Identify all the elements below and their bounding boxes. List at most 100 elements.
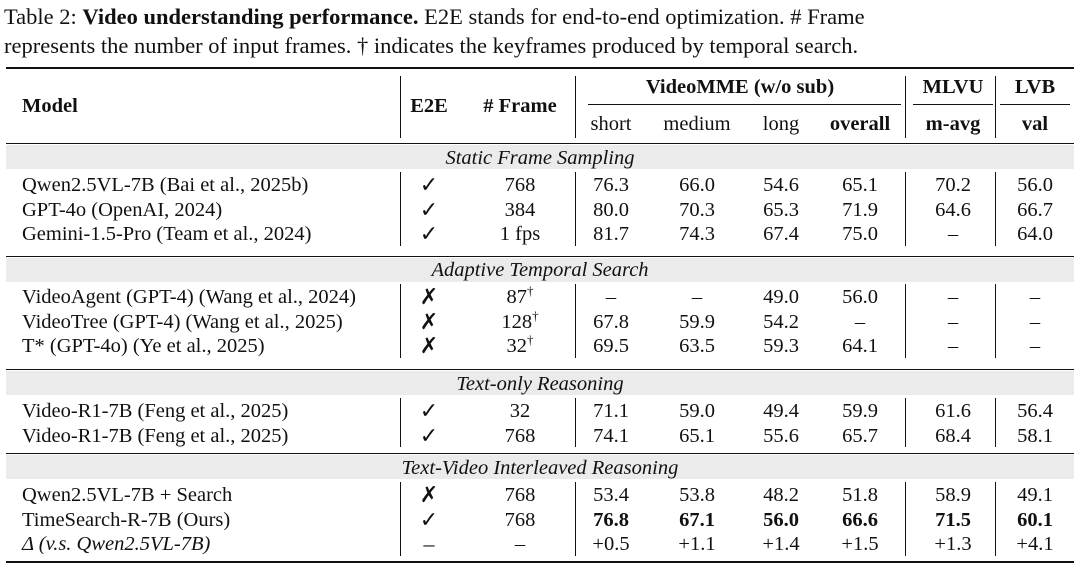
frame-count: 384 xyxy=(505,198,536,222)
score-val: – xyxy=(1029,310,1041,333)
frame-value: 768 xyxy=(504,484,536,506)
frame-count: 32† xyxy=(507,332,534,358)
vsep-videomme xyxy=(905,398,906,448)
frame-value: 384 xyxy=(504,198,536,221)
dagger-mark: † xyxy=(532,307,539,323)
header-model: Model xyxy=(22,95,78,117)
model-name: Video-R1-7B (Feng et al., 2025) xyxy=(22,424,289,447)
header-mlvu: MLVU xyxy=(922,76,984,98)
model-name: TimeSearch-R-7B (Ours) xyxy=(22,508,231,531)
vsep-videomme xyxy=(905,172,906,246)
bottom-rule xyxy=(6,561,1074,563)
score-overall: 51.8 xyxy=(842,484,878,506)
score-long: 59.3 xyxy=(763,335,799,358)
score-val: +4.1 xyxy=(1016,533,1054,556)
vsep-mlvu xyxy=(995,284,996,358)
score-long: 49.0 xyxy=(763,286,799,308)
e2e-mark: – xyxy=(423,531,435,557)
vsep-model xyxy=(400,284,401,358)
frame-count: 768 xyxy=(505,508,536,532)
caption-prefix: Table 2: xyxy=(4,4,83,29)
header-frame: # Frame xyxy=(483,95,557,117)
score-medium: 67.1 xyxy=(679,508,715,531)
lvb-cmidrule xyxy=(1000,104,1070,105)
e2e-mark: ✓ xyxy=(419,398,439,423)
frame-count: 128† xyxy=(501,307,539,334)
score-long: 49.4 xyxy=(763,400,799,422)
score-medium: 59.0 xyxy=(679,400,715,422)
e2e-mark: ✓ xyxy=(419,506,439,532)
score-overall: 65.1 xyxy=(842,174,878,196)
score-val: 58.1 xyxy=(1017,424,1053,447)
score-val: 56.0 xyxy=(1017,174,1053,196)
score-medium: 53.8 xyxy=(679,484,715,506)
e2e-mark: ✓ xyxy=(419,422,439,448)
score-mavg: – xyxy=(947,310,959,333)
score-short: 53.4 xyxy=(593,484,629,506)
score-mavg: – xyxy=(947,335,959,358)
top-rule xyxy=(6,67,1074,69)
header-overall: overall xyxy=(829,113,891,135)
score-overall: 66.6 xyxy=(842,508,878,531)
frame-value: 768 xyxy=(504,424,536,447)
e2e-mark: ✗ xyxy=(419,284,439,309)
model-name: T* (GPT-4o) (Ye et al., 2025) xyxy=(22,335,265,358)
e2e-mark: ✓ xyxy=(419,172,439,197)
score-short: 76.8 xyxy=(593,508,629,531)
header-e2e: E2E xyxy=(410,95,448,117)
frame-count: 87† xyxy=(507,283,534,309)
model-name: Qwen2.5VL-7B + Search xyxy=(22,484,233,506)
score-medium: 70.3 xyxy=(679,198,715,221)
score-mavg: +1.3 xyxy=(934,533,972,556)
frame-value: 128 xyxy=(501,310,533,333)
score-val: 56.4 xyxy=(1017,400,1053,422)
table-caption: Table 2: Video understanding performance… xyxy=(4,2,1076,60)
score-long: +1.4 xyxy=(762,533,800,556)
header-val: val xyxy=(1021,113,1049,135)
score-medium: – xyxy=(691,286,703,308)
score-long: 54.2 xyxy=(763,310,799,333)
vsep-mlvu xyxy=(995,398,996,448)
score-medium: +1.1 xyxy=(678,533,716,556)
dagger-mark: † xyxy=(527,283,534,298)
vsep-model xyxy=(400,482,401,556)
score-mavg: 64.6 xyxy=(935,198,971,221)
vsep-frame xyxy=(575,284,576,358)
frame-count: – xyxy=(515,532,525,556)
score-mavg: 58.9 xyxy=(935,484,971,506)
frame-value: 32 xyxy=(509,400,531,422)
model-name: Qwen2.5VL-7B (Bai et al., 2025b) xyxy=(22,174,309,196)
header-lvb: LVB xyxy=(1014,76,1056,98)
score-overall: 59.9 xyxy=(842,400,878,422)
score-medium: 74.3 xyxy=(679,223,715,246)
model-name: VideoAgent (GPT-4) (Wang et al., 2024) xyxy=(22,286,356,308)
caption-line1-rest: E2E stands for end-to-end optimization. … xyxy=(418,4,865,29)
vsep-frame xyxy=(575,482,576,556)
section-title: Static Frame Sampling xyxy=(445,147,635,169)
frame-count: 768 xyxy=(505,173,536,197)
score-medium: 59.9 xyxy=(679,310,715,333)
model-name: Gemini-1.5-Pro (Team et al., 2024) xyxy=(22,223,312,246)
score-medium: 66.0 xyxy=(679,174,715,196)
e2e-mark: ✗ xyxy=(419,333,439,359)
frame-value: – xyxy=(514,533,526,556)
vsep-frame xyxy=(575,398,576,448)
model-name: VideoTree (GPT-4) (Wang et al., 2025) xyxy=(22,310,343,333)
section-band xyxy=(6,370,1074,395)
score-val: – xyxy=(1029,286,1041,308)
e2e-mark: ✓ xyxy=(419,221,439,247)
caption-line2: represents the number of input frames. †… xyxy=(4,33,859,58)
frame-count: 768 xyxy=(505,424,536,448)
score-val: – xyxy=(1029,335,1041,358)
videomme-cmidrule xyxy=(588,104,901,105)
score-overall: – xyxy=(854,310,866,333)
score-short: – xyxy=(605,286,617,308)
score-mavg: – xyxy=(947,223,959,246)
dagger-mark: † xyxy=(527,332,534,348)
vsep-frame xyxy=(575,172,576,246)
section-rule xyxy=(6,369,1074,371)
score-short: 71.1 xyxy=(593,400,629,422)
header-long: long xyxy=(762,113,800,135)
score-long: 48.2 xyxy=(763,484,799,506)
vsep-videomme xyxy=(905,76,906,138)
